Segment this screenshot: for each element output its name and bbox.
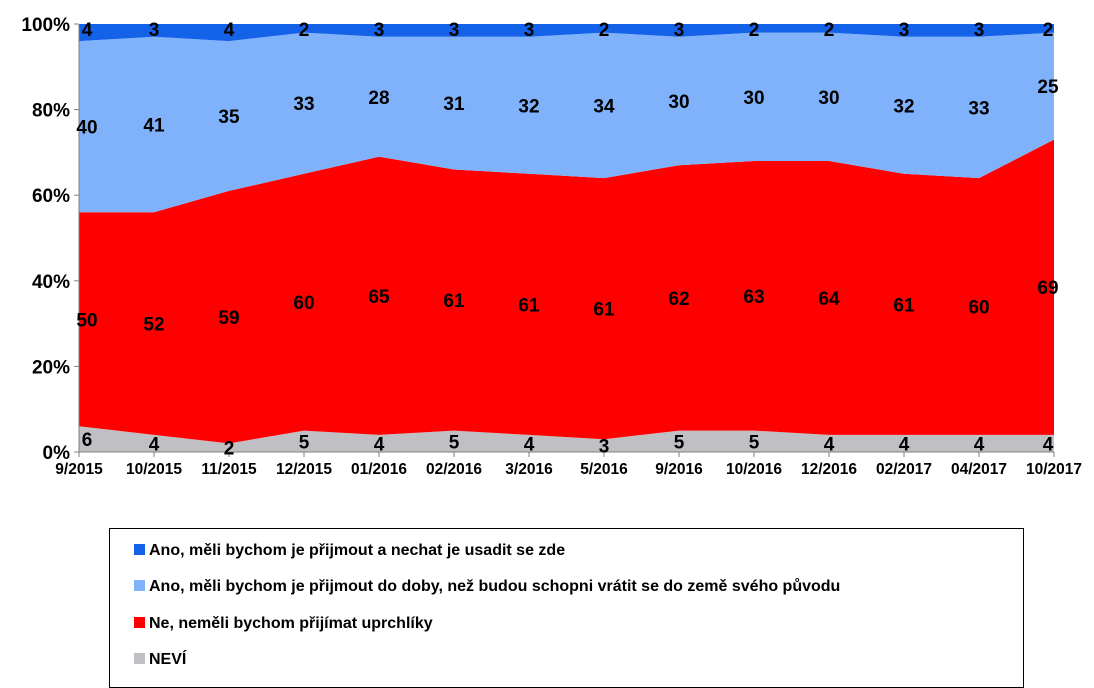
data-label: 34 xyxy=(593,96,615,117)
data-label: 52 xyxy=(143,315,164,336)
data-label: 4 xyxy=(374,434,385,455)
data-label: 3 xyxy=(374,20,385,41)
legend-item-temporary: Ano, měli bychom je přijmout do doby, ne… xyxy=(134,578,840,596)
area-series-3 xyxy=(79,24,1054,42)
legend-label-no: Ne, neměli bychom přijímat uprchlíky xyxy=(149,615,433,632)
legend-item-dont-know: NEVÍ xyxy=(134,651,186,669)
x-tick-label: 04/2017 xyxy=(951,461,1007,478)
data-label: 4 xyxy=(1043,434,1054,455)
data-label: 59 xyxy=(218,308,239,329)
data-label: 2 xyxy=(224,439,235,460)
data-label: 30 xyxy=(743,88,764,109)
x-tick-label: 9/2015 xyxy=(55,461,103,478)
x-tick-label: 01/2016 xyxy=(351,461,407,478)
x-tick-label: 12/2016 xyxy=(801,461,857,478)
legend-label-temporary: Ano, měli bychom je přijmout do doby, ne… xyxy=(149,578,841,595)
data-label: 3 xyxy=(149,20,160,41)
data-label: 30 xyxy=(668,92,689,113)
data-label: 3 xyxy=(899,20,910,41)
y-tick-label: 80% xyxy=(32,101,70,122)
data-label: 5 xyxy=(299,432,310,453)
y-tick-label: 20% xyxy=(32,357,70,378)
data-label: 62 xyxy=(668,289,689,310)
data-label: 61 xyxy=(593,300,615,321)
x-tick-label: 5/2016 xyxy=(580,461,628,478)
x-tick-label: 11/2015 xyxy=(201,461,257,478)
data-label: 2 xyxy=(599,20,610,41)
x-tick-label: 10/2017 xyxy=(1026,461,1082,478)
data-label: 63 xyxy=(743,287,764,308)
data-label: 2 xyxy=(1043,20,1054,41)
legend-label-settle: Ano, měli bychom je přijmout a nechat je… xyxy=(149,542,566,559)
data-label: 3 xyxy=(974,20,985,41)
legend-item-settle: Ano, měli bychom je přijmout a nechat je… xyxy=(134,542,565,560)
data-label: 3 xyxy=(599,437,610,458)
x-tick-label: 02/2017 xyxy=(876,461,932,478)
y-tick-label: 40% xyxy=(32,272,70,293)
x-tick-label: 9/2016 xyxy=(655,461,703,478)
legend: Ano, měli bychom je přijmout a nechat je… xyxy=(109,528,1024,688)
stacked-area-chart: 0% 20% 40% 60% 80% 100% 9/2015 10/2015 11/2015 12… xyxy=(21,15,1082,478)
x-tick-label: 10/2016 xyxy=(726,461,782,478)
data-label: 61 xyxy=(443,291,465,312)
y-tick-label: 0% xyxy=(43,443,71,464)
y-tick-label: 100% xyxy=(21,15,70,36)
data-label: 4 xyxy=(82,20,93,41)
data-label: 60 xyxy=(293,293,314,314)
legend-swatch-settle xyxy=(134,544,145,555)
data-label: 28 xyxy=(368,88,389,109)
data-label: 65 xyxy=(368,287,390,308)
data-label: 32 xyxy=(893,96,914,117)
data-label: 32 xyxy=(518,96,539,117)
data-label: 4 xyxy=(899,434,910,455)
data-label: 2 xyxy=(824,20,835,41)
data-label: 3 xyxy=(674,20,685,41)
data-label: 4 xyxy=(824,434,835,455)
legend-item-no: Ne, neměli bychom přijímat uprchlíky xyxy=(134,615,433,633)
data-label: 5 xyxy=(449,432,460,453)
data-label: 4 xyxy=(524,434,535,455)
data-label: 4 xyxy=(224,20,235,41)
data-label: 3 xyxy=(449,20,460,41)
data-label: 3 xyxy=(524,20,535,41)
data-label: 5 xyxy=(749,432,760,453)
legend-swatch-temporary xyxy=(134,580,145,591)
legend-label-dont-know: NEVÍ xyxy=(149,651,187,668)
data-label: 31 xyxy=(443,94,465,115)
data-label: 5 xyxy=(674,432,685,453)
data-label: 60 xyxy=(968,297,989,318)
data-label: 50 xyxy=(76,310,97,331)
data-label: 61 xyxy=(893,295,915,316)
area-series-1 xyxy=(79,139,1054,444)
area-series-0 xyxy=(79,426,1054,452)
data-label: 69 xyxy=(1037,278,1058,299)
data-label: 2 xyxy=(749,20,760,41)
data-label: 4 xyxy=(974,434,985,455)
x-tick-label: 3/2016 xyxy=(505,461,553,478)
legend-swatch-no xyxy=(134,617,145,628)
area-series-2 xyxy=(79,32,1054,213)
x-tick-label: 10/2015 xyxy=(126,461,182,478)
data-label: 40 xyxy=(76,118,97,139)
data-label: 41 xyxy=(143,116,165,137)
data-label: 61 xyxy=(518,295,540,316)
data-label: 25 xyxy=(1037,77,1059,98)
data-label: 4 xyxy=(149,434,160,455)
data-label: 30 xyxy=(818,88,839,109)
data-label: 6 xyxy=(82,430,93,451)
data-label: 2 xyxy=(299,20,310,41)
x-tick-label: 02/2016 xyxy=(426,461,482,478)
legend-swatch-dont-know xyxy=(134,653,145,664)
data-label: 33 xyxy=(293,94,314,115)
x-tick-label: 12/2015 xyxy=(276,461,332,478)
data-label: 64 xyxy=(818,289,840,310)
data-label: 35 xyxy=(218,107,240,128)
y-tick-label: 60% xyxy=(32,186,70,207)
data-label: 33 xyxy=(968,98,989,119)
